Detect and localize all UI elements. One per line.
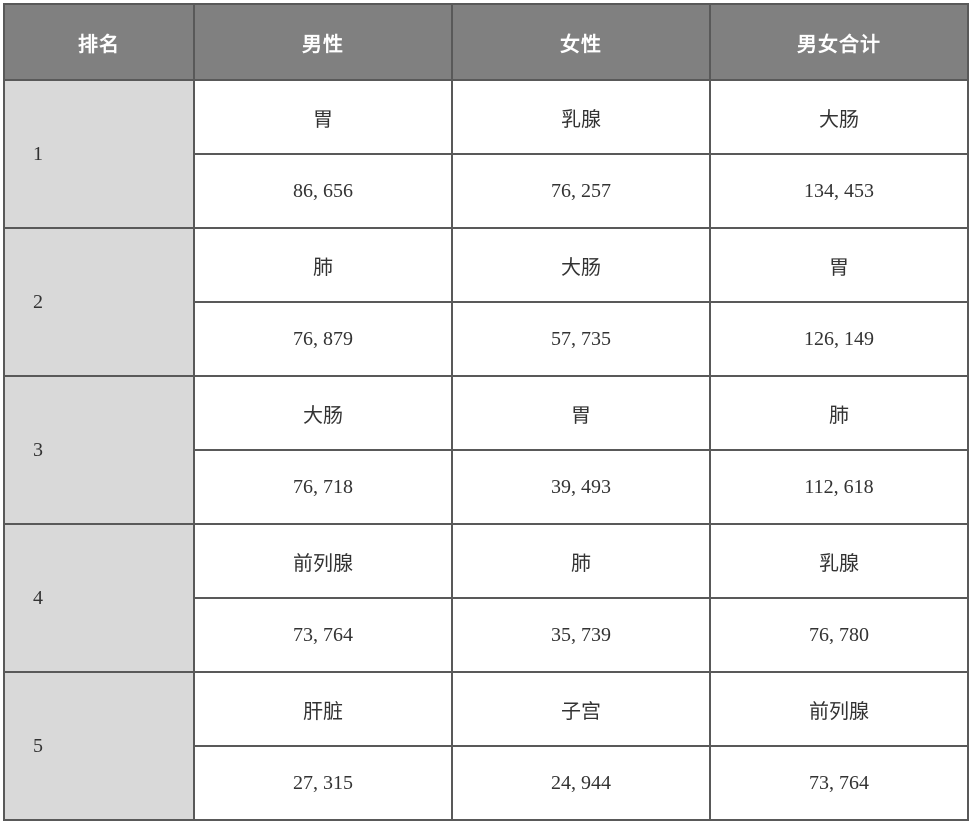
header-female: 女性 xyxy=(452,4,710,80)
rank-cell: 3 xyxy=(4,376,194,524)
name-cell: 前列腺 xyxy=(194,524,452,598)
name-cell: 肺 xyxy=(452,524,710,598)
value-cell: 35, 739 xyxy=(452,598,710,672)
rank-cell: 1 xyxy=(4,80,194,228)
name-cell: 胃 xyxy=(452,376,710,450)
header-male: 男性 xyxy=(194,4,452,80)
header-rank: 排名 xyxy=(4,4,194,80)
table-row: 3大肠胃肺 xyxy=(4,376,968,450)
rank-cell: 2 xyxy=(4,228,194,376)
name-cell: 肝脏 xyxy=(194,672,452,746)
name-cell: 胃 xyxy=(194,80,452,154)
value-cell: 73, 764 xyxy=(710,746,968,820)
name-cell: 胃 xyxy=(710,228,968,302)
name-cell: 子宫 xyxy=(452,672,710,746)
value-cell: 76, 718 xyxy=(194,450,452,524)
name-cell: 乳腺 xyxy=(452,80,710,154)
value-cell: 76, 879 xyxy=(194,302,452,376)
rank-cell: 5 xyxy=(4,672,194,820)
value-cell: 112, 618 xyxy=(710,450,968,524)
value-cell: 27, 315 xyxy=(194,746,452,820)
name-cell: 大肠 xyxy=(194,376,452,450)
value-cell: 134, 453 xyxy=(710,154,968,228)
name-cell: 乳腺 xyxy=(710,524,968,598)
table-row: 1胃乳腺大肠 xyxy=(4,80,968,154)
value-cell: 86, 656 xyxy=(194,154,452,228)
value-cell: 57, 735 xyxy=(452,302,710,376)
header-total: 男女合计 xyxy=(710,4,968,80)
table-row: 2肺大肠胃 xyxy=(4,228,968,302)
value-cell: 24, 944 xyxy=(452,746,710,820)
name-cell: 大肠 xyxy=(452,228,710,302)
name-cell: 前列腺 xyxy=(710,672,968,746)
name-cell: 肺 xyxy=(710,376,968,450)
value-cell: 73, 764 xyxy=(194,598,452,672)
rank-cell: 4 xyxy=(4,524,194,672)
name-cell: 肺 xyxy=(194,228,452,302)
cancer-ranking-table: 排名 男性 女性 男女合计 1胃乳腺大肠86, 65676, 257134, 4… xyxy=(3,3,969,821)
value-cell: 76, 780 xyxy=(710,598,968,672)
value-cell: 76, 257 xyxy=(452,154,710,228)
name-cell: 大肠 xyxy=(710,80,968,154)
value-cell: 39, 493 xyxy=(452,450,710,524)
table-header-row: 排名 男性 女性 男女合计 xyxy=(4,4,968,80)
table-row: 5肝脏子宫前列腺 xyxy=(4,672,968,746)
value-cell: 126, 149 xyxy=(710,302,968,376)
table-row: 4前列腺肺乳腺 xyxy=(4,524,968,598)
